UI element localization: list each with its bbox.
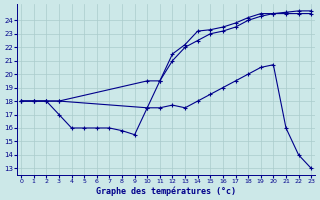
X-axis label: Graphe des températures (°c): Graphe des températures (°c) (96, 186, 236, 196)
